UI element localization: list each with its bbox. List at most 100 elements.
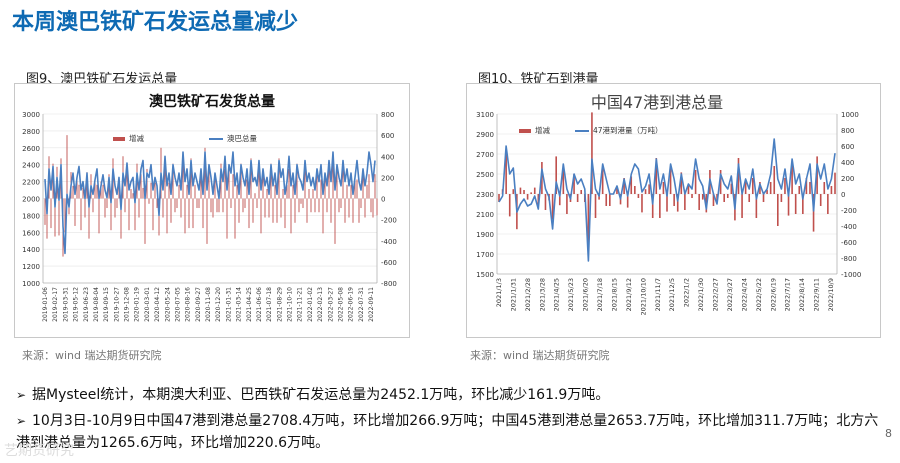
bar-change (200, 174, 202, 199)
bar-change (252, 198, 254, 223)
bar-change (318, 198, 320, 213)
y-left-tick-label: 1800 (22, 212, 40, 220)
bar-change (316, 174, 318, 199)
x-tick-label: 2020-05-24 (164, 287, 171, 322)
bar-change (336, 168, 338, 199)
bar-change (326, 198, 328, 213)
bar-change (46, 198, 48, 239)
bar-change (759, 182, 761, 194)
bar-change (805, 178, 808, 194)
bar-change (834, 172, 836, 194)
bar-change (132, 193, 134, 199)
y-left-tick-label: 3000 (22, 111, 40, 119)
bar-change (84, 198, 86, 218)
bar-change (128, 198, 130, 231)
bar-change (816, 156, 818, 194)
x-tick-label: 2022/5/22 (755, 278, 763, 311)
bar-change (298, 198, 300, 213)
bar-change (358, 198, 360, 223)
bar-change (533, 187, 536, 194)
y-right-tick-label: -200 (381, 217, 397, 225)
x-tick-label: 2021-06-06 (256, 287, 263, 322)
bar-change (268, 198, 270, 218)
bar-change (364, 198, 366, 218)
bar-change (198, 198, 200, 209)
bar-change (124, 198, 126, 213)
x-tick-label: 2021-03-14 (236, 287, 243, 322)
bar-change (655, 158, 658, 194)
x-tick-label: 2021/7/18 (596, 278, 604, 311)
bar-change (780, 194, 783, 202)
bar-change (238, 198, 240, 223)
bar-change (300, 198, 302, 204)
bar-change (566, 194, 568, 214)
legend-swatch-bar (519, 129, 531, 133)
x-tick-label: 2022/8/14 (798, 278, 806, 311)
bar-change (98, 198, 100, 234)
bar-change (274, 184, 276, 199)
bullet-item-shipment: ➢ 据Mysteel统计，本期澳大利亚、巴西铁矿石发运总量为2452.1万吨，环比… (16, 384, 876, 406)
bar-change (102, 184, 104, 199)
x-tick-label: 2022/3/27 (726, 278, 734, 311)
x-tick-label: 2020-08-16 (185, 287, 192, 322)
bar-change (354, 179, 356, 199)
y-left-tick-label: 1700 (476, 251, 494, 259)
x-tick-label: 2022/2/27 (712, 278, 720, 311)
bar-change (184, 198, 186, 234)
y-left-tick-label: 2400 (22, 162, 40, 170)
bar-change (827, 194, 829, 214)
bar-change (594, 194, 597, 218)
bar-change (637, 194, 640, 198)
y-right-tick-label: 600 (841, 143, 854, 151)
bar-change (648, 184, 650, 194)
bar-change (234, 198, 236, 239)
bar-change (555, 156, 557, 194)
bar-change (314, 198, 316, 213)
y-right-tick-label: -600 (841, 239, 857, 247)
bar-change (376, 198, 378, 216)
bar-change (544, 194, 547, 210)
bar-change (737, 158, 740, 194)
x-tick-label: 2019-01-06 (42, 287, 49, 322)
bullet-text: 10月3日-10月9日中国47港到港总量2708.4万吨，环比增加266.9万吨… (16, 413, 879, 451)
bar-change (270, 163, 272, 199)
bar-change (154, 182, 156, 199)
bar-change (719, 170, 722, 194)
bar-change (687, 186, 690, 194)
x-tick-label: 2022/1/30 (697, 278, 705, 311)
bar-change (744, 182, 747, 194)
bar-change (302, 198, 304, 209)
bar-change (280, 198, 282, 218)
bar-change (684, 194, 686, 210)
x-tick-label: 2019-08-04 (93, 287, 100, 322)
y-left-tick-label: 3100 (476, 111, 494, 119)
x-tick-label: 2020-03-01 (144, 287, 151, 322)
x-tick-label: 2021-07-18 (266, 287, 273, 322)
bar-change (360, 198, 362, 209)
legend-label: 增减 (129, 133, 144, 143)
bar-change (609, 194, 611, 206)
bar-change (222, 198, 224, 213)
bar-change (148, 198, 150, 204)
bar-change (601, 168, 604, 194)
bar-change (190, 158, 192, 199)
bar-change (777, 194, 779, 226)
bar-change (374, 174, 376, 199)
bar-change (284, 198, 286, 229)
bar-change (605, 194, 608, 206)
bar-change (44, 198, 46, 225)
y-left-tick-label: 2200 (22, 179, 40, 187)
y-left-tick-label: 2000 (22, 196, 40, 204)
y-left-tick-label: 2900 (476, 131, 494, 139)
y-right-tick-label: 1000 (841, 111, 859, 119)
bar-change (651, 194, 654, 218)
bar-change (519, 187, 522, 194)
x-tick-label: 2021/9/12 (625, 278, 633, 311)
bar-change (334, 198, 336, 244)
bar-change (194, 184, 196, 199)
y-right-tick-label: -600 (381, 259, 397, 267)
y-right-tick-label: 0 (841, 191, 845, 199)
bar-change (218, 198, 220, 213)
bullet-text: 据Mysteel统计，本期澳大利亚、巴西铁矿石发运总量为2452.1万吨，环比减… (32, 387, 610, 403)
bar-change (226, 198, 228, 239)
